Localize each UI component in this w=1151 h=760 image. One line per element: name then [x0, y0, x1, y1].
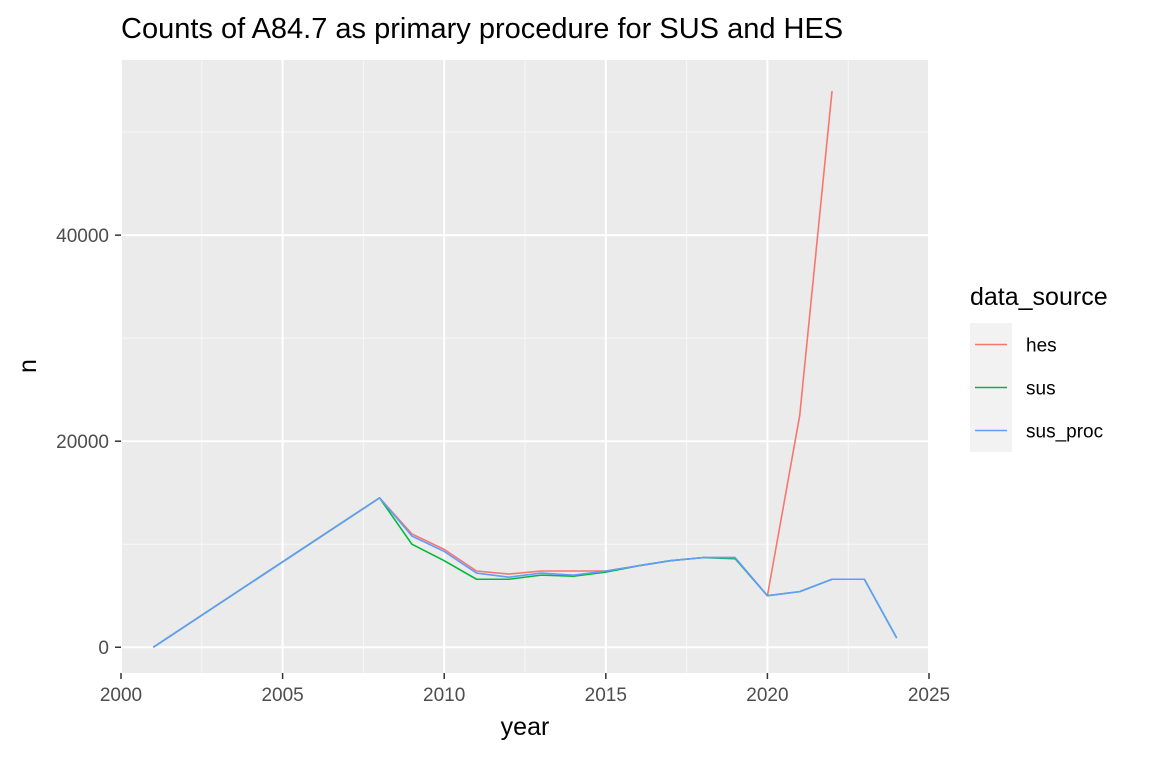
x-tick-label: 2015 [585, 685, 627, 706]
x-tick-label: 2025 [908, 685, 950, 706]
chart-title: Counts of A84.7 as primary procedure for… [121, 13, 843, 45]
minor-gridlines [121, 60, 929, 673]
x-tick-label: 2005 [261, 685, 303, 706]
legend-label-sus: sus [1026, 379, 1056, 400]
legend-label-sus_proc: sus_proc [1026, 422, 1103, 443]
legend-label-hes: hes [1026, 336, 1057, 357]
x-axis-title: year [501, 713, 550, 741]
y-axis: 0 20000 40000 [56, 226, 121, 659]
legend-items: hes sus sus_proc [970, 323, 1103, 452]
y-axis-title: n [14, 359, 42, 373]
x-tick-label: 2010 [423, 685, 465, 706]
y-tick-label: 0 [98, 638, 109, 659]
x-tick-label: 2020 [746, 685, 788, 706]
major-gridlines [120, 60, 930, 673]
legend: data_source hes sus sus_proc [970, 283, 1108, 452]
x-axis: 2000 2005 2010 2015 2020 2025 [100, 673, 950, 706]
x-tick-label: 2000 [100, 685, 142, 706]
y-tick-label: 40000 [56, 226, 109, 247]
series-line-sus_proc [152, 497, 898, 648]
y-tick-label: 20000 [56, 432, 109, 453]
legend-title: data_source [970, 283, 1108, 311]
series-lines [152, 90, 898, 648]
